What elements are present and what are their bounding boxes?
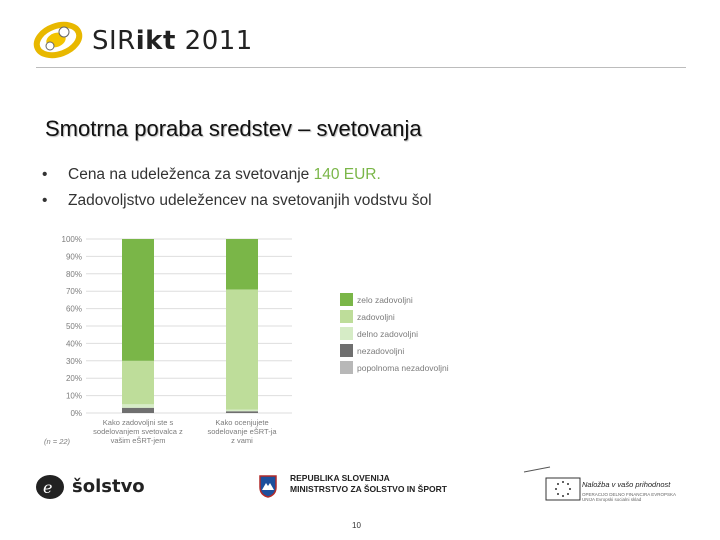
y-tick-label: 40% <box>66 339 82 348</box>
sample-size-note: (n = 22) <box>44 437 71 446</box>
y-tick-label: 10% <box>66 392 82 401</box>
bullet-item: • Cena na udeleženca za svetovanje 140 EU… <box>42 166 381 183</box>
legend-label: zadovoljni <box>357 312 395 322</box>
y-tick-label: 80% <box>66 270 82 279</box>
legend-swatch <box>340 344 353 357</box>
x-tick-label: Kako ocenjujete <box>215 418 268 427</box>
satisfaction-chart: 100% 90% 80% 70% 60% 50% 40% 30% 20% 10% 0% Kako za… <box>44 235 449 446</box>
x-tick-label: sodelovanjem svetovalca z <box>93 427 183 436</box>
legend-swatch <box>340 310 353 323</box>
y-tick-label: 50% <box>66 322 82 331</box>
header-divider <box>36 67 686 68</box>
x-tick-label: vašim eŠRT-jem <box>111 436 166 445</box>
bar-segment <box>226 409 258 412</box>
bar-segment <box>226 289 258 410</box>
bar-segment <box>226 411 258 413</box>
esolstvo-logo-text: šolstvo <box>72 476 145 497</box>
bar-segment <box>226 239 258 290</box>
y-tick-label: 20% <box>66 374 82 383</box>
x-tick-label: sodelovanje eŠRT-ja <box>207 427 277 436</box>
eu-slogan: Naložba v vašo prihodnost <box>582 480 671 489</box>
x-tick-label: z vami <box>231 436 253 445</box>
y-tick-label: 90% <box>66 252 82 261</box>
bar-segment <box>122 239 154 361</box>
legend-label: popolnoma nezadovoljni <box>357 363 449 373</box>
ministry-label: REPUBLIKA SLOVENIJA MINISTRSTVO ZA ŠOLST… <box>290 473 447 494</box>
x-tick-label: Kako zadovoljni ste s <box>103 418 174 427</box>
slovenia-coat-of-arms-icon <box>259 475 277 498</box>
bar-segment <box>122 407 154 413</box>
legend-label: nezadovoljni <box>357 346 404 356</box>
bullet-list: • Cena na udeleženca za svetovanje 140 EU… <box>42 166 432 218</box>
y-tick-label: 0% <box>70 409 82 418</box>
legend-swatch <box>340 361 353 374</box>
bullet-item: • Zadovoljstvo udeležencev na svetovanjih… <box>42 192 432 209</box>
y-tick-label: 70% <box>66 287 82 296</box>
slide-title: Smotrna poraba sredstev – svetovanja <box>45 116 422 141</box>
legend-label: zelo zadovoljni <box>357 295 413 305</box>
sirikt-logo-icon <box>33 21 83 59</box>
y-tick-label: 30% <box>66 357 82 366</box>
page-number: 10 <box>352 521 361 530</box>
legend-swatch <box>340 293 353 306</box>
y-tick-label: 100% <box>62 235 82 244</box>
sirikt-logo-text: SIRikt 2011 <box>92 26 253 56</box>
bar-segment <box>122 404 154 408</box>
legend-swatch <box>340 327 353 340</box>
esolstvo-logo-icon: e <box>36 475 64 499</box>
legend-label: delno zadovoljni <box>357 329 418 339</box>
eu-small-text: OPERACIJO DELNO FINANCIRA EVROPSKA UNIJA… <box>582 492 676 502</box>
bar-segment <box>122 360 154 405</box>
svg-text:e: e <box>43 478 52 497</box>
eu-flag-icon <box>523 466 581 501</box>
y-tick-label: 60% <box>66 305 82 314</box>
